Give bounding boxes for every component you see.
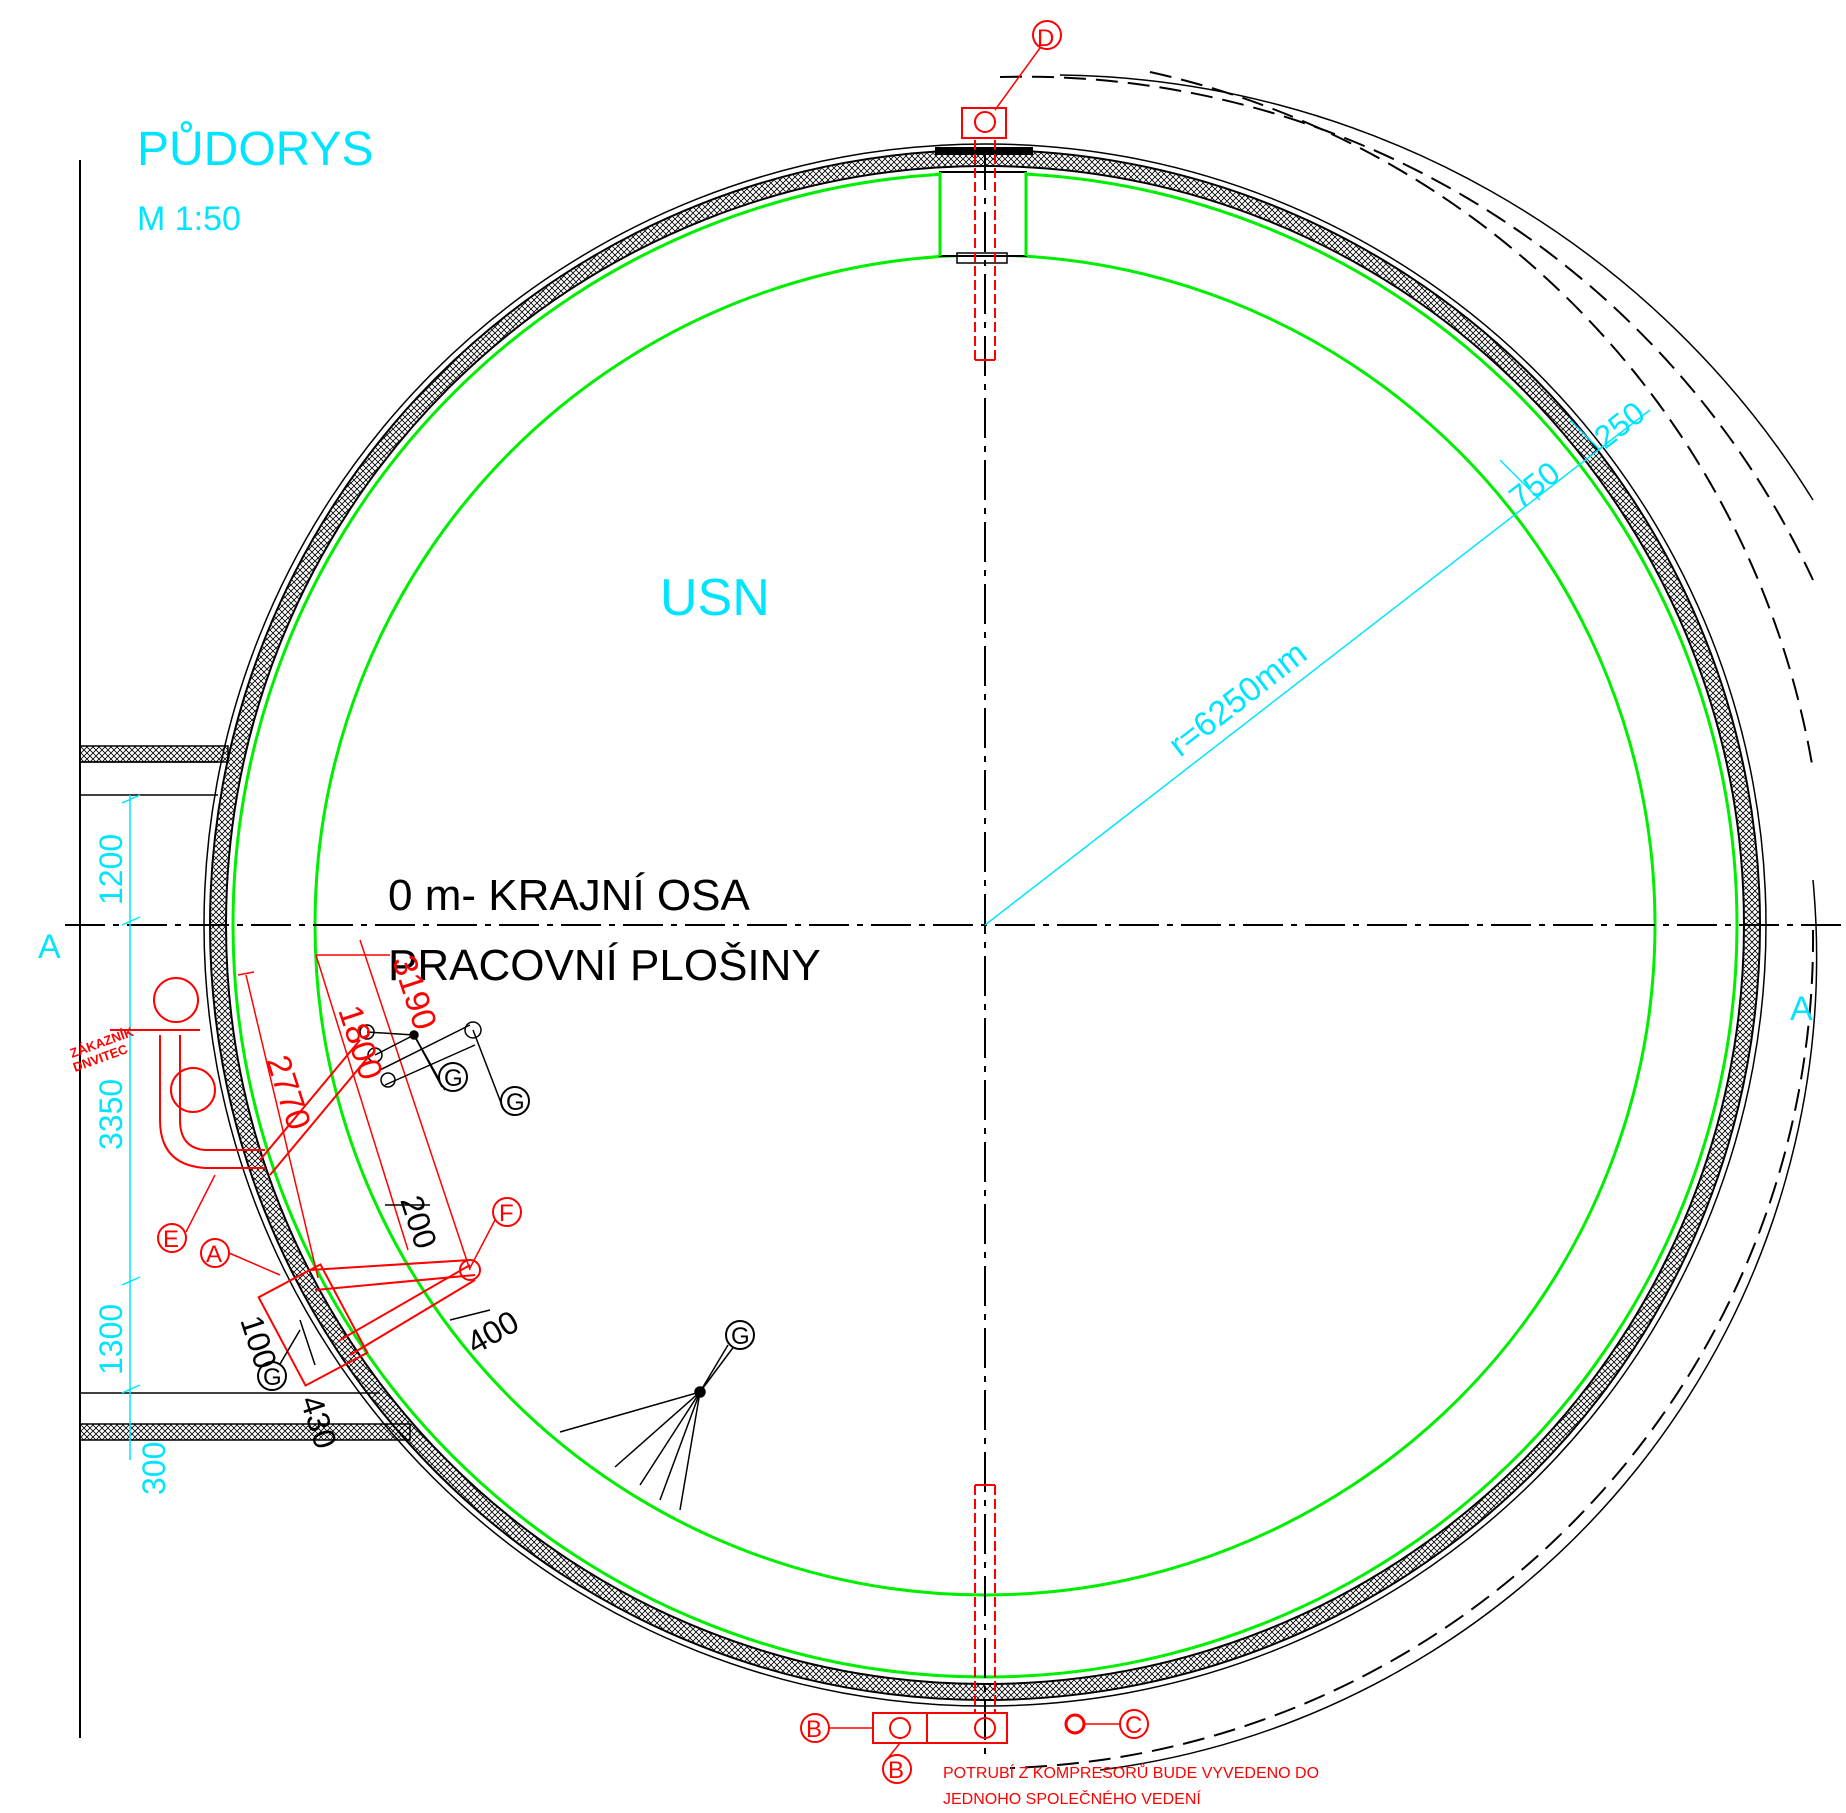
section-mark-right: A	[1790, 990, 1813, 1028]
marker-g2: G	[506, 1089, 525, 1116]
marker-g3: G	[731, 1323, 750, 1350]
marker-e: E	[163, 1226, 179, 1253]
marker-g1: G	[444, 1065, 463, 1092]
marker-a: A	[206, 1241, 222, 1268]
left-platform	[79, 745, 411, 1441]
marker-g4-circle	[257, 1361, 287, 1391]
dim-200: 200	[393, 1191, 444, 1253]
marker-c: C	[1125, 1712, 1142, 1739]
radius-dimension	[984, 409, 1651, 926]
marker-b1: B	[806, 1716, 822, 1743]
axis-note-line2: PRACOVNÍ PLOŠINY	[388, 940, 821, 990]
dim-750: 750	[1502, 454, 1566, 515]
marker-g1-circle	[438, 1062, 468, 1092]
note-line2: JEDNOHO SPOLEČNÉHO VEDENÍ	[943, 1789, 1201, 1808]
marker-b2-circle	[882, 1754, 912, 1784]
drawing-title: PŮDORYS	[137, 121, 374, 176]
marker-d: D	[1037, 25, 1054, 52]
dim-2770: 2770	[258, 1051, 318, 1135]
tank-label: USN	[660, 569, 770, 627]
outer-dashed-arcs	[999, 71, 1818, 1771]
marker-g4: G	[263, 1364, 282, 1391]
left-dimension-chain	[121, 794, 141, 1460]
marker-g3-circle	[725, 1320, 755, 1350]
marker-d-circle	[1032, 20, 1062, 50]
dim-1200: 1200	[93, 834, 129, 905]
note-line1: POTRUBÍ Z KOMPRESORŮ BUDE VYVEDENO DO	[943, 1763, 1319, 1782]
drawing-scale: M 1:50	[137, 200, 241, 238]
red-pipework	[110, 107, 1008, 1744]
dim-3350: 3350	[93, 1079, 129, 1150]
dim-300: 300	[136, 1442, 172, 1495]
axis-note-line1: 0 m- KRAJNÍ OSA	[388, 871, 750, 920]
dim-1800: 1800	[330, 1001, 390, 1085]
marker-leaders	[185, 47, 1120, 1759]
red-dimensions	[237, 939, 471, 1279]
section-mark-left: A	[38, 928, 61, 966]
marker-e-circle	[157, 1223, 187, 1253]
dim-1300: 1300	[93, 1304, 129, 1375]
dim-430: 430	[293, 1391, 344, 1453]
marker-f-circle	[492, 1197, 522, 1227]
center-axes	[65, 150, 1846, 1760]
radius-label: r=6250mm	[1162, 634, 1314, 764]
marker-f: F	[499, 1200, 514, 1227]
marker-b2: B	[888, 1757, 904, 1784]
